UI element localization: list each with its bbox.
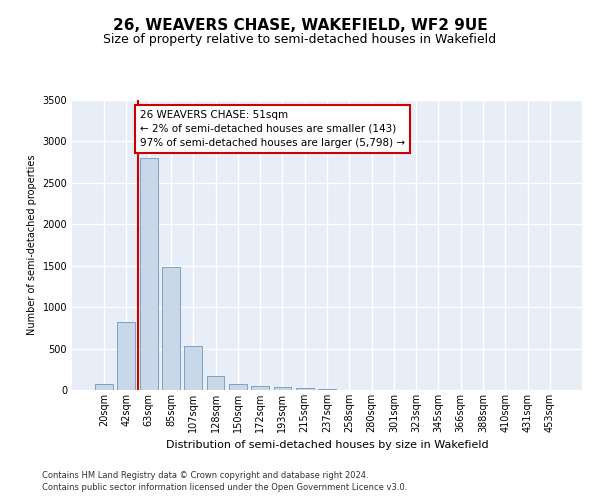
Bar [162,268,180,390]
Bar [229,384,247,390]
Text: Size of property relative to semi-detached houses in Wakefield: Size of property relative to semi-detach… [103,32,497,46]
Text: Contains public sector information licensed under the Open Government Licence v3: Contains public sector information licen… [42,484,407,492]
Bar [184,346,202,390]
Bar [296,388,314,390]
Bar [318,389,336,390]
Bar [251,386,269,390]
Bar [95,384,113,390]
Bar [118,322,136,390]
Text: 26, WEAVERS CHASE, WAKEFIELD, WF2 9UE: 26, WEAVERS CHASE, WAKEFIELD, WF2 9UE [113,18,487,32]
X-axis label: Distribution of semi-detached houses by size in Wakefield: Distribution of semi-detached houses by … [166,440,488,450]
Y-axis label: Number of semi-detached properties: Number of semi-detached properties [27,155,37,336]
Bar [274,387,292,390]
Text: Contains HM Land Registry data © Crown copyright and database right 2024.: Contains HM Land Registry data © Crown c… [42,471,368,480]
Text: 26 WEAVERS CHASE: 51sqm
← 2% of semi-detached houses are smaller (143)
97% of se: 26 WEAVERS CHASE: 51sqm ← 2% of semi-det… [140,110,405,148]
Bar [140,158,158,390]
Bar [206,376,224,390]
